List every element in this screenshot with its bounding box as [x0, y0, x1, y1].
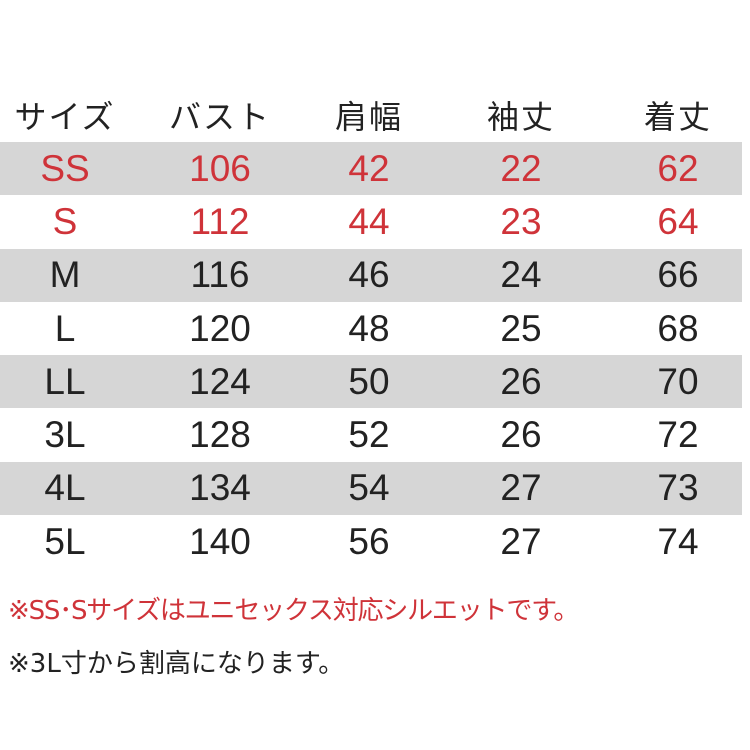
cell-length: 68: [657, 307, 699, 349]
cell-length: 66: [657, 254, 699, 296]
cell-size: M: [49, 254, 81, 296]
cell-sleeve: 26: [500, 360, 542, 402]
cell-bust: 116: [190, 254, 250, 296]
cell-size: 4L: [44, 467, 86, 509]
cell-length: 62: [657, 147, 699, 189]
table-row: SS 106 42 22 62: [0, 142, 742, 196]
header-size: サイズ: [14, 98, 116, 136]
cell-sleeve: 24: [500, 254, 542, 296]
cell-shoulder: 44: [348, 200, 390, 242]
table-row: 4L 134 54 27 73: [0, 461, 742, 516]
cell-length: 72: [657, 414, 699, 456]
cell-bust: 124: [189, 360, 251, 402]
cell-shoulder: 46: [348, 254, 390, 296]
cell-size: 3L: [44, 414, 86, 456]
cell-sleeve: 27: [500, 520, 542, 562]
cell-shoulder: 42: [348, 147, 390, 189]
note-price: ※3L寸から割高になります。: [8, 649, 345, 679]
cell-bust: 140: [189, 520, 251, 562]
cell-shoulder: 52: [348, 414, 390, 456]
header-sleeve: 袖丈: [486, 98, 555, 136]
cell-size: SS: [40, 147, 90, 189]
cell-shoulder: 56: [348, 520, 390, 562]
cell-sleeve: 26: [500, 414, 542, 456]
table-header: サイズ バスト 肩幅 袖丈 着丈: [0, 88, 742, 142]
cell-length: 73: [657, 467, 699, 509]
cell-sleeve: 22: [500, 147, 542, 189]
header-length: 着丈: [643, 98, 712, 136]
cell-length: 70: [657, 360, 699, 402]
cell-bust: 120: [189, 307, 251, 349]
header-bust: バスト: [168, 98, 271, 136]
cell-size: 5L: [44, 520, 86, 562]
cell-shoulder: 48: [348, 307, 390, 349]
size-table: サイズ バスト 肩幅 袖丈 着丈 SS 106 42 22 62 S 112 44 23 64 M 1…: [0, 88, 742, 568]
cell-length: 74: [657, 520, 699, 562]
cell-size: S: [52, 200, 78, 242]
cell-bust: 128: [189, 414, 251, 456]
cell-sleeve: 25: [500, 307, 542, 349]
table-row: 5L 140 56 27 74: [0, 515, 742, 568]
cell-size: LL: [44, 360, 86, 402]
table-row: 3L 128 52 26 72: [0, 408, 742, 461]
table-row: L 120 48 25 68: [0, 302, 742, 355]
table-row: M 116 46 24 66: [0, 248, 742, 302]
cell-sleeve: 23: [500, 200, 542, 242]
cell-bust: 112: [190, 200, 250, 242]
note-unisex: ※SS･Sサイズはユニセックス対応シルエットです。: [8, 596, 579, 626]
table-row: LL 124 50 26 70: [0, 355, 742, 409]
cell-length: 64: [657, 200, 699, 242]
cell-bust: 134: [189, 467, 251, 509]
cell-bust: 106: [189, 147, 251, 189]
cell-shoulder: 54: [348, 467, 390, 509]
cell-shoulder: 50: [348, 360, 390, 402]
cell-sleeve: 27: [500, 467, 542, 509]
header-shoulder: 肩幅: [334, 98, 403, 136]
table-row: S 112 44 23 64: [0, 195, 742, 248]
cell-size: L: [54, 307, 76, 349]
